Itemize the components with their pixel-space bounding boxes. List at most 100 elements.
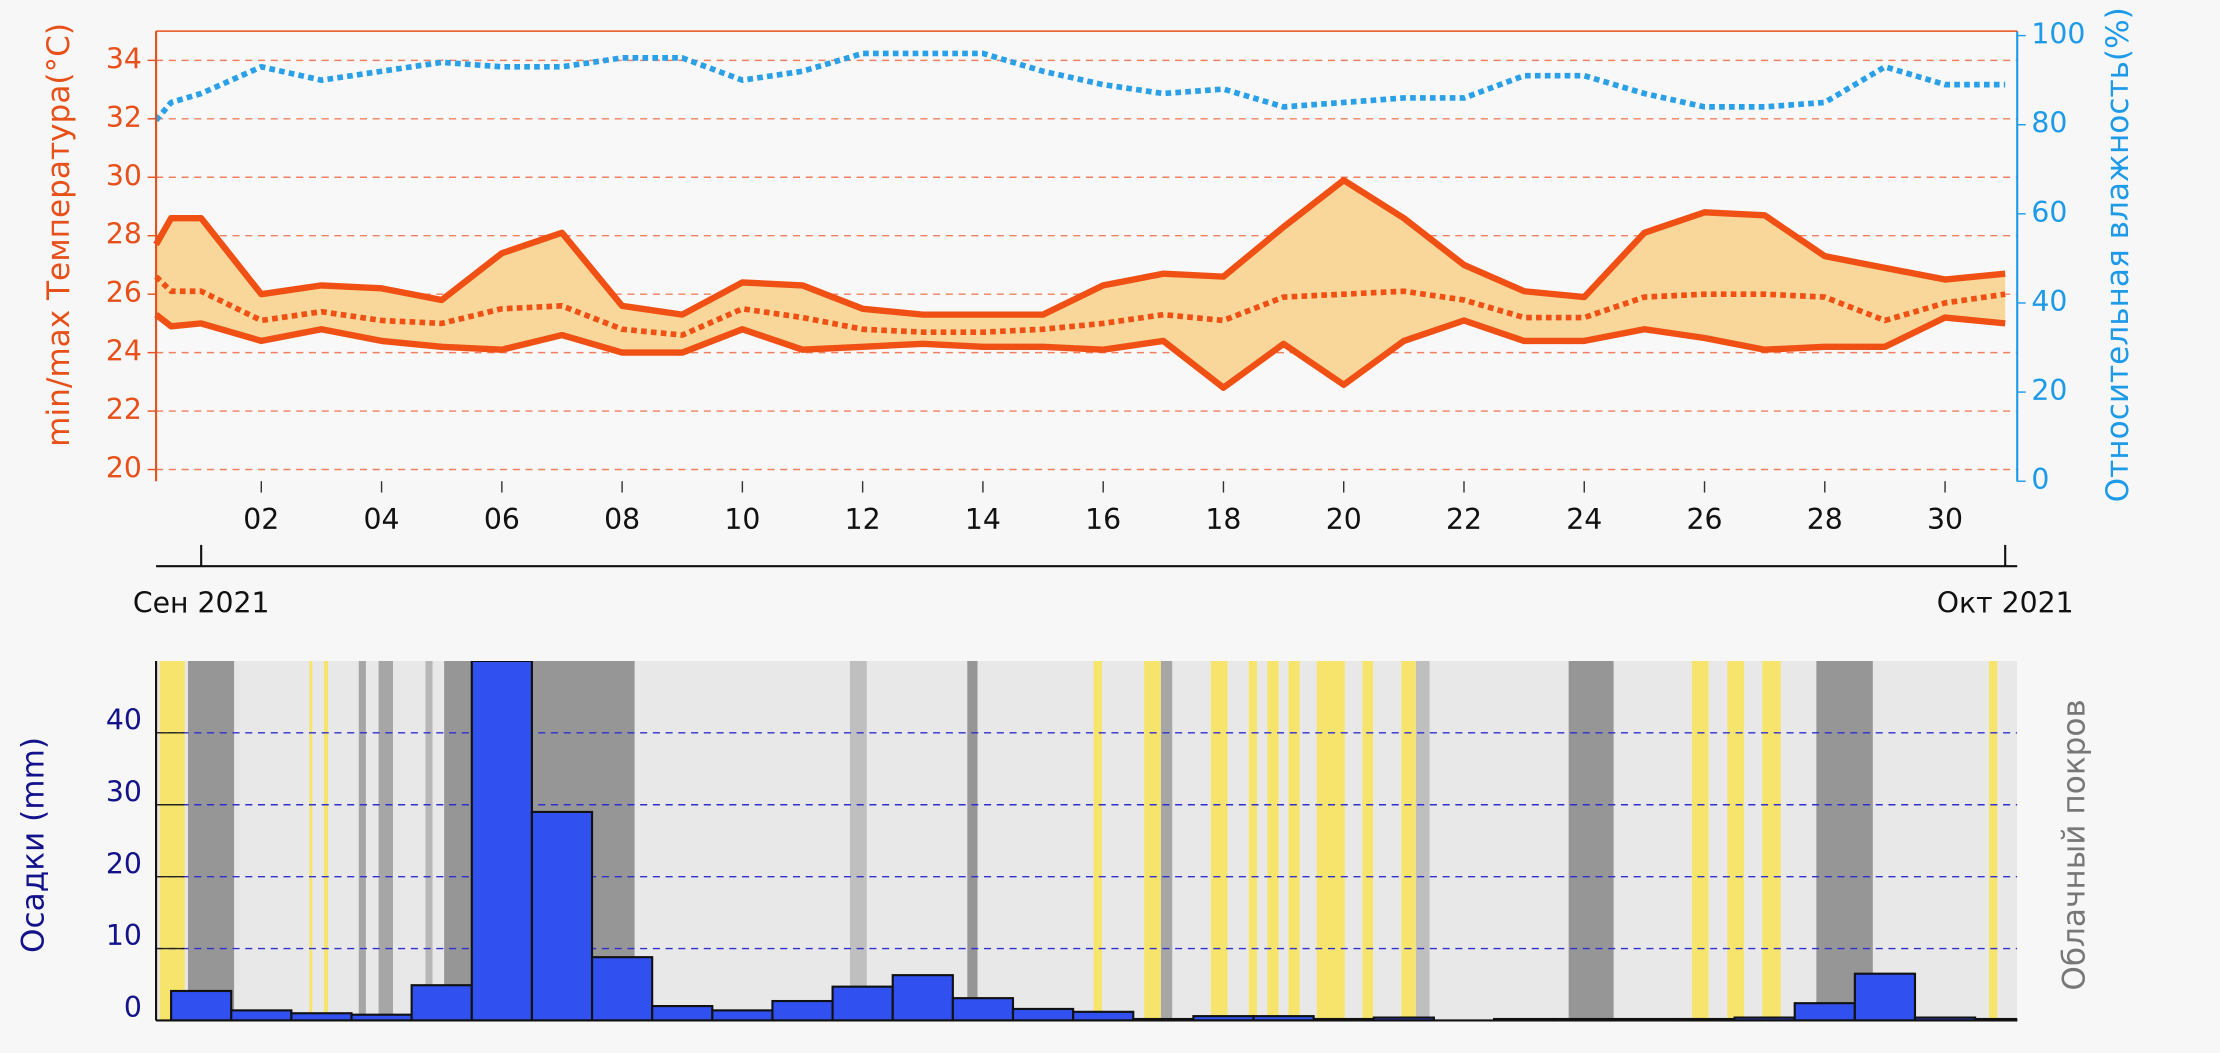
cloud-band (309, 660, 313, 1021)
cloud-band (1101, 660, 1145, 1021)
cloud-band (1160, 660, 1173, 1021)
cloud-band (1816, 660, 1873, 1021)
y-tick-label: 30 (106, 775, 142, 808)
bar (831, 985, 894, 1022)
cloud-band (328, 660, 359, 1021)
cloud-band (1613, 660, 1692, 1021)
cloud-band (184, 660, 188, 1021)
month-label: Окт 2021 (1937, 586, 2074, 619)
cloud-band (1415, 660, 1430, 1021)
x-tick-label: 30 (1927, 503, 1963, 536)
cloud-band (866, 660, 968, 1021)
cloud-band (432, 660, 445, 1021)
cloud-band (1344, 660, 1363, 1021)
series-line (153, 50, 2006, 123)
x-tick-label: 16 (1085, 503, 1121, 536)
cloud-band (977, 660, 1094, 1021)
cloud-band (156, 660, 160, 1021)
x-tick-label: 08 (604, 503, 640, 536)
y-axis-title: Осадки (mm) (15, 737, 51, 953)
cloud-band (234, 660, 310, 1021)
y2-tick-label: 60 (2031, 196, 2067, 229)
y-tick-label: 28 (106, 218, 142, 251)
y2-tick-label: 0 (2031, 463, 2049, 496)
bar (1853, 972, 1917, 1022)
y-tick-label: 20 (106, 847, 142, 880)
cloud-band (1288, 660, 1300, 1021)
bar (891, 974, 954, 1022)
cloud-band (1362, 660, 1374, 1021)
y-tick-label: 34 (106, 42, 142, 75)
cloud-band (850, 660, 867, 1021)
cloud-band (393, 660, 426, 1021)
series-line (154, 312, 2006, 391)
bar (590, 956, 654, 1022)
range-band (156, 180, 2006, 388)
x-tick-label: 18 (1205, 503, 1241, 536)
cloud-band (1299, 660, 1317, 1021)
cloud-band (1093, 660, 1102, 1021)
y-tick-label: 32 (106, 101, 142, 134)
cloud-band (1257, 660, 1268, 1021)
month-label: Сен 2021 (133, 586, 270, 619)
x-tick-label: 02 (243, 503, 279, 536)
cloud-band (967, 660, 978, 1021)
bar (711, 1009, 774, 1022)
x-tick-label: 26 (1687, 503, 1723, 536)
cloud-band (1172, 660, 1211, 1021)
series-line (154, 274, 2006, 338)
y-tick-label: 30 (106, 159, 142, 192)
bar (1011, 1007, 1075, 1022)
y2-tick-label: 100 (2031, 18, 2085, 51)
cloud-band (1988, 660, 1998, 1021)
x-tick-label: 28 (1807, 503, 1843, 536)
bar (530, 810, 594, 1022)
cloud-band (1997, 660, 2018, 1021)
y-tick-label: 26 (106, 276, 142, 309)
bar (410, 984, 473, 1022)
cloud-band (1401, 660, 1416, 1021)
y-tick-label: 24 (106, 335, 142, 368)
cloud-band (1373, 660, 1402, 1021)
cloud-band (1708, 660, 1728, 1021)
cloud-band (634, 660, 851, 1021)
cloud-band (159, 660, 185, 1021)
x-tick-label: 22 (1446, 503, 1482, 536)
bar (1072, 1010, 1135, 1022)
y-tick-label: 40 (106, 704, 142, 737)
cloud-band (323, 660, 329, 1021)
bar (651, 1005, 714, 1022)
x-tick-label: 24 (1566, 503, 1602, 536)
x-tick-label: 06 (484, 503, 520, 536)
y-axis-title: min/max Температура(°C) (41, 23, 77, 447)
cloud-band (365, 660, 379, 1021)
series-line (153, 177, 2006, 318)
cloud-band (425, 660, 433, 1021)
y-tick-label: 20 (106, 452, 142, 485)
cloud-band (1744, 660, 1763, 1021)
plot-clip (156, 660, 2018, 1022)
y2-tick-label: 40 (2031, 285, 2067, 318)
y2-axis-title: Облачный покров (2056, 699, 2092, 990)
y2-axis-title: Относительная влажность(%) (2100, 7, 2136, 502)
y-tick-label: 10 (106, 919, 142, 952)
cloud-band (1872, 660, 1989, 1021)
y-tick-label: 0 (124, 991, 142, 1024)
cloud-band (1210, 660, 1228, 1021)
bar (771, 999, 834, 1022)
bar (230, 1009, 293, 1022)
y2-tick-label: 80 (2031, 107, 2067, 140)
cloud-band (1780, 660, 1817, 1021)
cloud-band (358, 660, 366, 1021)
x-tick-label: 10 (724, 503, 760, 536)
bar (1793, 1002, 1856, 1022)
x-tick-label: 20 (1326, 503, 1362, 536)
cloud-band (312, 660, 324, 1021)
cloud-band (1762, 660, 1781, 1021)
cloud-band (187, 660, 235, 1021)
cloud-band (1227, 660, 1249, 1021)
cloud-band (378, 660, 394, 1021)
bar (170, 989, 233, 1022)
